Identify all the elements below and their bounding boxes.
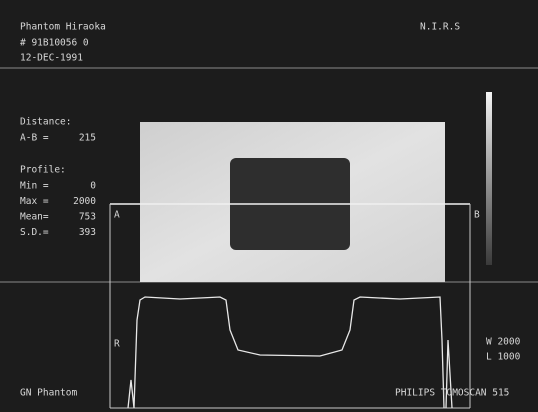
ab-value: 215	[79, 133, 96, 144]
stat-label: Max =	[20, 196, 49, 207]
window-width: W 2000	[486, 337, 521, 348]
gray-scale-bar	[486, 92, 492, 265]
stat-value: 2000	[73, 196, 96, 207]
institution: N.I.R.S	[420, 22, 460, 33]
stat-value: 393	[79, 227, 96, 238]
patient-name: Phantom Hiraoka	[20, 22, 106, 33]
marker-b: B	[474, 210, 480, 221]
scan-date: 12-DEC-1991	[20, 53, 83, 64]
stat-value: 0	[90, 181, 96, 192]
distance-label: Distance:	[20, 117, 71, 128]
marker-a: A	[114, 210, 120, 221]
profile-label: Profile:	[20, 165, 66, 176]
marker-r: R	[114, 339, 120, 350]
stat-label: S.D.=	[20, 227, 49, 238]
ab-label: A-B =	[20, 133, 49, 144]
footer-left: GN Phantom	[20, 388, 77, 399]
footer-right: PHILIPS TOMOSCAN 515	[395, 388, 509, 399]
window-level: L 1000	[486, 352, 521, 363]
scanner-screen: Phantom Hiraoka # 91B10056 0 12-DEC-1991…	[0, 0, 538, 412]
stat-label: Min =	[20, 181, 49, 192]
patient-id: # 91B10056 0	[20, 38, 89, 49]
stat-label: Mean=	[20, 212, 49, 223]
stat-value: 753	[79, 212, 96, 223]
